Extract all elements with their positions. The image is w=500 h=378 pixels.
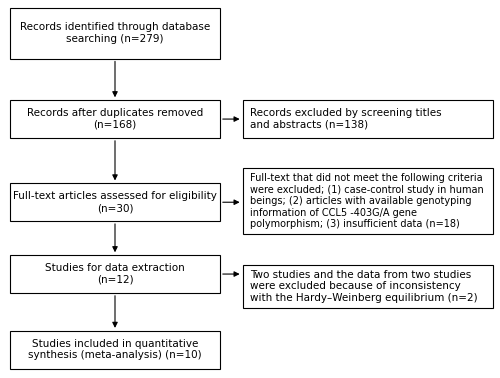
FancyBboxPatch shape [10, 183, 220, 221]
Text: Records identified through database
searching (n=279): Records identified through database sear… [20, 22, 210, 44]
FancyBboxPatch shape [10, 331, 220, 369]
FancyBboxPatch shape [10, 255, 220, 293]
FancyBboxPatch shape [242, 265, 492, 308]
FancyBboxPatch shape [10, 100, 220, 138]
FancyBboxPatch shape [242, 168, 492, 234]
Text: Records after duplicates removed
(n=168): Records after duplicates removed (n=168) [27, 108, 203, 130]
Text: Studies for data extraction
(n=12): Studies for data extraction (n=12) [45, 263, 185, 285]
Text: Two studies and the data from two studies
were excluded because of inconsistency: Two studies and the data from two studie… [250, 270, 478, 303]
Text: Records excluded by screening titles
and abstracts (n=138): Records excluded by screening titles and… [250, 108, 442, 130]
FancyBboxPatch shape [242, 100, 492, 138]
Text: Studies included in quantitative
synthesis (meta-analysis) (n=10): Studies included in quantitative synthes… [28, 339, 202, 361]
Text: Full-text that did not meet the following criteria
were excluded; (1) case-contr: Full-text that did not meet the followin… [250, 173, 484, 229]
FancyBboxPatch shape [10, 8, 220, 59]
Text: Full-text articles assessed for eligibility
(n=30): Full-text articles assessed for eligibil… [13, 191, 217, 213]
